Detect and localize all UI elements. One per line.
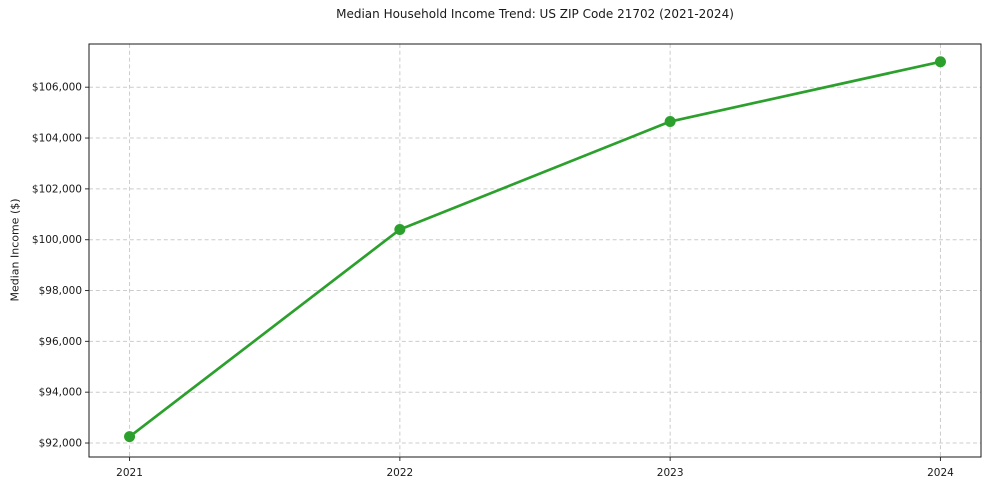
- y-tick-label: $96,000: [39, 336, 82, 348]
- y-tick-label: $94,000: [39, 387, 82, 399]
- x-tick-label: 2022: [386, 467, 413, 479]
- y-tick-label: $102,000: [32, 183, 82, 195]
- y-tick-label: $98,000: [39, 285, 82, 297]
- y-tick-label: $92,000: [39, 438, 82, 450]
- y-tick-label: $106,000: [32, 82, 82, 94]
- y-tick-label: $100,000: [32, 234, 82, 246]
- y-tick-label: $104,000: [32, 133, 82, 145]
- data-point-2024: [934, 56, 946, 68]
- x-tick-label: 2024: [927, 467, 954, 479]
- data-point-2022: [394, 224, 406, 236]
- data-point-2023: [664, 116, 676, 128]
- chart-title: Median Household Income Trend: US ZIP Co…: [336, 7, 734, 21]
- data-point-2021: [124, 431, 136, 443]
- data-line: [128, 60, 942, 439]
- plot-border: [88, 43, 982, 458]
- x-tick-label: 2021: [116, 467, 143, 479]
- x-tick-label: 2023: [657, 467, 684, 479]
